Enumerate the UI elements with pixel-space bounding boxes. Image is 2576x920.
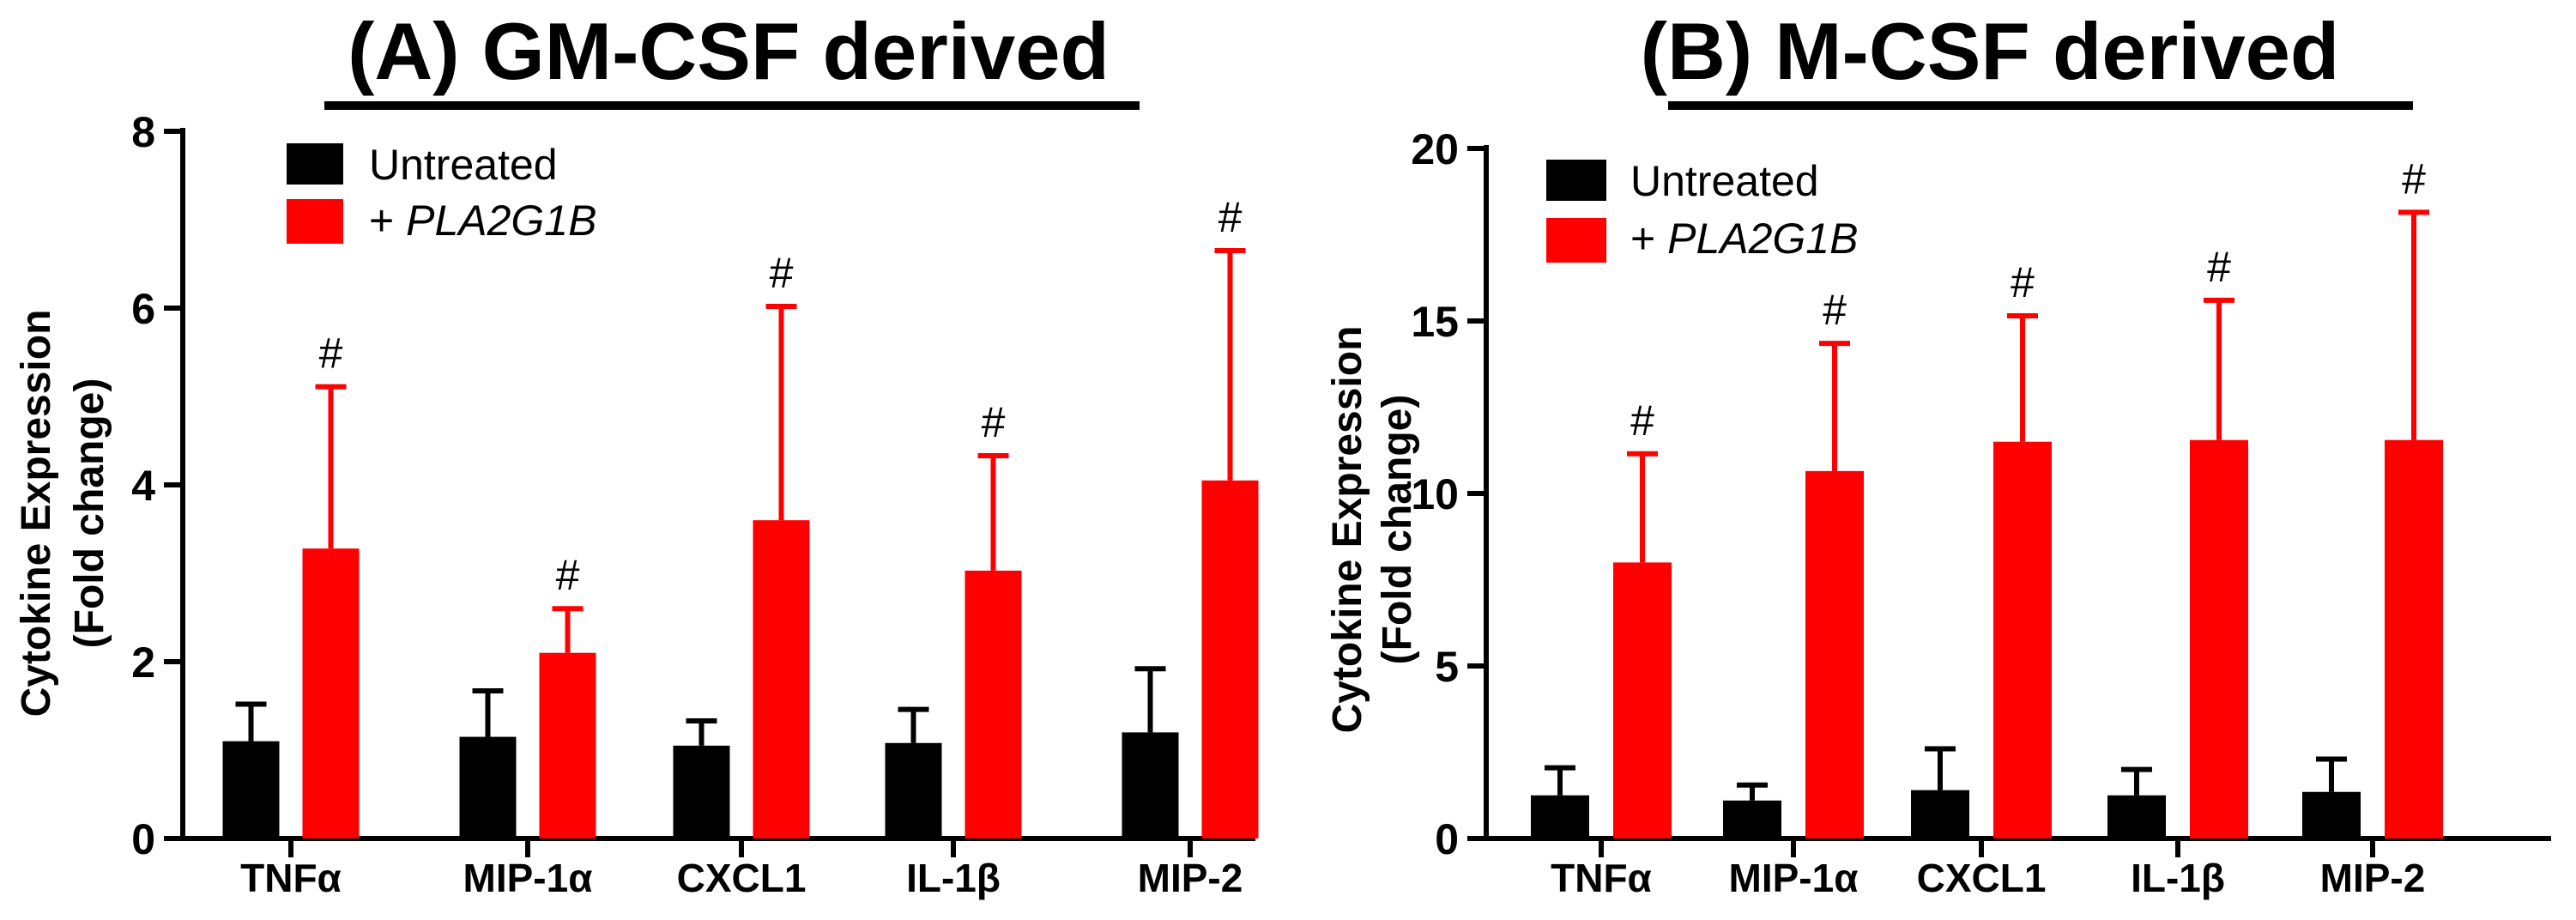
legend-b-label-treated: + PLA2G1B xyxy=(1630,215,1858,263)
panel-b-y-tick-label: 10 xyxy=(1411,470,1459,518)
panel-a-bar-untreated xyxy=(885,742,942,838)
panel-a-title: (A) GM-CSF derived xyxy=(348,6,1110,96)
panel-a-y-tick-label: 0 xyxy=(131,815,155,863)
panel-b-ylabel-line2: (Fold change) xyxy=(1375,395,1420,665)
panel-a-y-tick-label: 2 xyxy=(131,639,155,687)
panel-a-ylabel-line1: Cytokine Expression xyxy=(14,310,59,717)
panel-a-bar-treated xyxy=(1201,480,1259,838)
panel-b-title-underline xyxy=(1668,101,2413,110)
legend-b-treated-gene: PLA2G1B xyxy=(1667,215,1858,263)
panel-b-bar-treated xyxy=(2385,439,2443,838)
panel-b-significance-marker: # xyxy=(1823,286,1847,334)
panel-a-y-tick-label: 6 xyxy=(131,285,155,333)
panel-a-y-tick-label: 4 xyxy=(131,462,155,510)
panel-b-category-label: MIP-1α xyxy=(1729,856,1859,900)
panel-a-significance-marker: # xyxy=(319,330,343,378)
panel-b-category-label: TNFα xyxy=(1551,856,1652,900)
panel-b-significance-marker: # xyxy=(2207,243,2231,291)
legend-b-label-untreated: Untreated xyxy=(1630,157,1819,205)
panel-b-bar-untreated xyxy=(1531,795,1589,838)
panel-a: (A) GM-CSF derived Cytokine Expression (… xyxy=(14,6,1259,900)
panel-a-bar-untreated xyxy=(673,745,730,838)
panel-b-bar-treated xyxy=(1993,441,2052,838)
panel-b-category-label: CXCL1 xyxy=(1917,856,2047,900)
panel-a-significance-marker: # xyxy=(982,398,1006,446)
panel-b-title: (B) M-CSF derived xyxy=(1641,6,2340,96)
panel-a-title-underline xyxy=(324,101,1140,110)
panel-a-category-label: MIP-1α xyxy=(463,856,593,900)
panel-b-bar-treated xyxy=(1805,470,1864,838)
panel-b-significance-marker: # xyxy=(1630,396,1654,445)
panel-b-category-label: IL-1β xyxy=(2131,856,2225,900)
panel-a-bar-treated xyxy=(302,548,360,838)
panel-a-plot: 0 2 4 6 8 TNFα # MIP-1α # CXCL1 # IL-1β # MIP-2 # xyxy=(131,108,1259,900)
panel-a-significance-marker: # xyxy=(556,551,580,599)
panel-b-y-tick-label: 5 xyxy=(1435,643,1459,691)
panel-b-y-tick-label: 0 xyxy=(1435,815,1459,863)
panel-b-bar-untreated xyxy=(2107,795,2166,838)
panel-b-bar-treated xyxy=(2190,439,2248,838)
panel-b-plot: 0 5 10 15 20 TNFα # MIP-1α # CXCL1 # IL-1β # MIP-2 # xyxy=(1411,125,2551,900)
panel-b-bar-untreated xyxy=(1723,800,1781,838)
panel-a-bar-treated xyxy=(753,520,810,838)
panel-a-bar-treated xyxy=(964,570,1022,838)
panel-a-ylabel-line2: (Fold change) xyxy=(67,378,112,649)
legend-b-treated-prefix: + xyxy=(1630,215,1667,263)
panel-a-category-label: TNFα xyxy=(240,856,342,900)
panel-b-bar-untreated xyxy=(1911,790,1969,838)
panel-b-legend: Untreated + PLA2G1B xyxy=(1546,157,1858,263)
panel-a-category-label: CXCL1 xyxy=(677,856,807,900)
panel-b-significance-marker: # xyxy=(2402,154,2426,203)
panel-a-bar-treated xyxy=(539,652,596,838)
panel-a-significance-marker: # xyxy=(1218,193,1243,241)
legend-b-swatch-treated xyxy=(1546,218,1606,263)
legend-a-label-untreated: Untreated xyxy=(369,141,558,189)
legend-a-label-treated: + PLA2G1B xyxy=(369,197,596,245)
legend-a-swatch-treated xyxy=(287,199,343,244)
legend-a-treated-gene: PLA2G1B xyxy=(406,197,596,245)
panel-b-ylabel-line1: Cytokine Expression xyxy=(1325,326,1370,734)
panel-b-category-label: MIP-2 xyxy=(2320,856,2426,900)
panel-b-significance-marker: # xyxy=(2011,258,2035,306)
panel-a-category-label: MIP-2 xyxy=(1138,856,1243,900)
panel-a-bar-untreated xyxy=(222,741,280,838)
legend-a-swatch-untreated xyxy=(287,143,343,185)
panel-a-legend: Untreated + PLA2G1B xyxy=(287,141,596,245)
panel-b-y-tick-label: 15 xyxy=(1411,298,1459,346)
panel-a-bar-untreated xyxy=(459,736,517,838)
legend-b-swatch-untreated xyxy=(1546,160,1606,201)
panel-a-bar-untreated xyxy=(1122,732,1179,838)
legend-a-treated-prefix: + xyxy=(369,197,406,245)
panel-b-bar-treated xyxy=(1613,562,1672,838)
panel-a-significance-marker: # xyxy=(770,249,794,297)
panel-b-bar-untreated xyxy=(2302,791,2361,838)
panel-a-category-label: IL-1β xyxy=(906,856,1001,900)
panel-a-y-tick-label: 8 xyxy=(131,108,155,156)
panel-b-y-tick-label: 20 xyxy=(1411,125,1459,173)
panel-b: (B) M-CSF derived Cytokine Expression (F… xyxy=(1325,6,2551,900)
